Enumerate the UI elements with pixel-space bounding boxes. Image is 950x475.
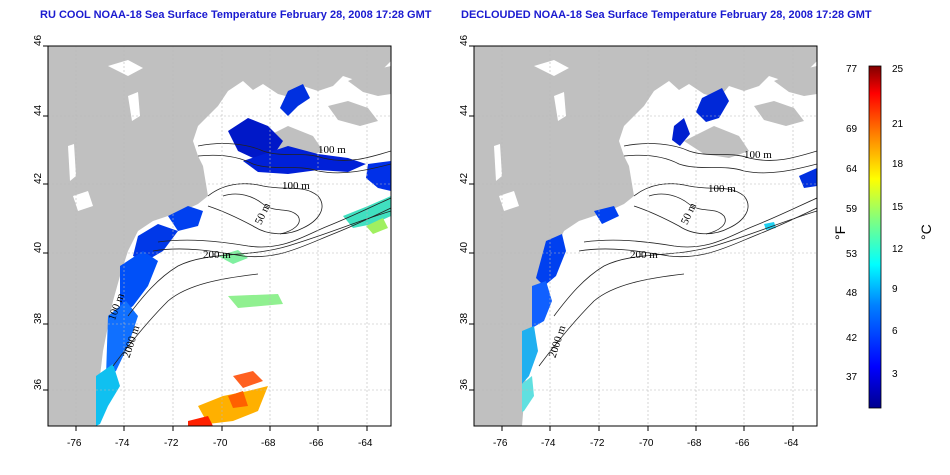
right-y-tick-label: 46: [459, 34, 470, 46]
left-x-tick-label: -76: [67, 438, 82, 449]
right-contour-label: 200 m: [630, 249, 658, 261]
left-y-tick-label: 42: [33, 172, 44, 184]
right-y-tick-label: 44: [459, 104, 470, 116]
left-contour-label: 100 m: [282, 180, 310, 192]
celsius-tick: 15: [892, 202, 904, 213]
left-y-tick-label: 40: [33, 241, 44, 253]
right-x-tick-label: -68: [687, 438, 702, 449]
celsius-unit-label: °C: [918, 224, 934, 240]
left-y-axis: [43, 45, 48, 391]
fahrenheit-tick: 42: [846, 333, 858, 344]
right-map-frame: [473, 45, 818, 427]
right-x-axis: [501, 426, 794, 431]
celsius-tick: 3: [892, 369, 898, 380]
left-x-tick-label: -70: [213, 438, 228, 449]
right-x-tick-label: -76: [493, 438, 508, 449]
left-y-tick-label: 46: [33, 34, 44, 46]
right-y-tick-label: 42: [459, 172, 470, 184]
celsius-tick: 12: [892, 244, 904, 255]
left-y-tick-label: 38: [33, 312, 44, 324]
fahrenheit-tick: 59: [846, 204, 858, 215]
right-x-tick-label: -64: [784, 438, 799, 449]
celsius-tick: 6: [892, 326, 898, 337]
fahrenheit-tick: 53: [846, 249, 858, 260]
right-y-tick-label: 38: [459, 312, 470, 324]
left-x-tick-label: -72: [164, 438, 179, 449]
left-contour-label: 100 m: [318, 144, 346, 156]
celsius-tick: 18: [892, 159, 904, 170]
left-x-tick-label: -74: [115, 438, 130, 449]
left-map-frame: [47, 45, 392, 427]
right-map-title: DECLOUDED NOAA-18 Sea Surface Temperatur…: [461, 9, 872, 21]
right-x-tick-label: -74: [541, 438, 556, 449]
color-bar: 77 69 64 59 53 48 42 37 25 21 18 15 12 9…: [832, 64, 934, 409]
fahrenheit-tick: 37: [846, 372, 858, 383]
right-gridlines: [474, 46, 817, 426]
celsius-tick: 9: [892, 284, 898, 295]
left-map: 100 m 100 m 50 m 200 m 100 m 2000 m -76 …: [33, 34, 392, 449]
left-x-tick-label: -68: [261, 438, 276, 449]
fahrenheit-tick: 64: [846, 164, 858, 175]
right-y-tick-label: 40: [459, 241, 470, 253]
fahrenheit-unit-label: °F: [832, 226, 848, 240]
right-x-tick-label: -66: [735, 438, 750, 449]
right-sst-patches: [522, 88, 817, 412]
right-y-tick-label: 36: [459, 378, 470, 390]
celsius-tick: 25: [892, 64, 904, 75]
fahrenheit-tick: 48: [846, 288, 858, 299]
left-gridlines: [48, 46, 391, 426]
left-x-tick-label: -64: [358, 438, 373, 449]
right-y-axis: [469, 45, 474, 391]
fahrenheit-tick: 77: [846, 64, 858, 75]
right-x-tick-label: -72: [590, 438, 605, 449]
right-contour-label: 100 m: [708, 183, 736, 195]
celsius-tick: 21: [892, 119, 904, 130]
right-map: 100 m 100 m 50 m 200 m 2000 m -76 -74 -7…: [459, 34, 818, 449]
left-map-title: RU COOL NOAA-18 Sea Surface Temperature …: [40, 9, 432, 21]
color-bar-gradient: [868, 65, 882, 409]
right-x-tick-label: -70: [639, 438, 654, 449]
left-sst-patches: [96, 84, 391, 426]
left-x-axis: [75, 426, 368, 431]
left-contour-label: 200 m: [203, 249, 231, 261]
fahrenheit-tick: 69: [846, 124, 858, 135]
left-x-tick-label: -66: [309, 438, 324, 449]
left-y-tick-label: 44: [33, 104, 44, 116]
right-contour-label: 100 m: [744, 149, 772, 161]
left-y-tick-label: 36: [33, 378, 44, 390]
